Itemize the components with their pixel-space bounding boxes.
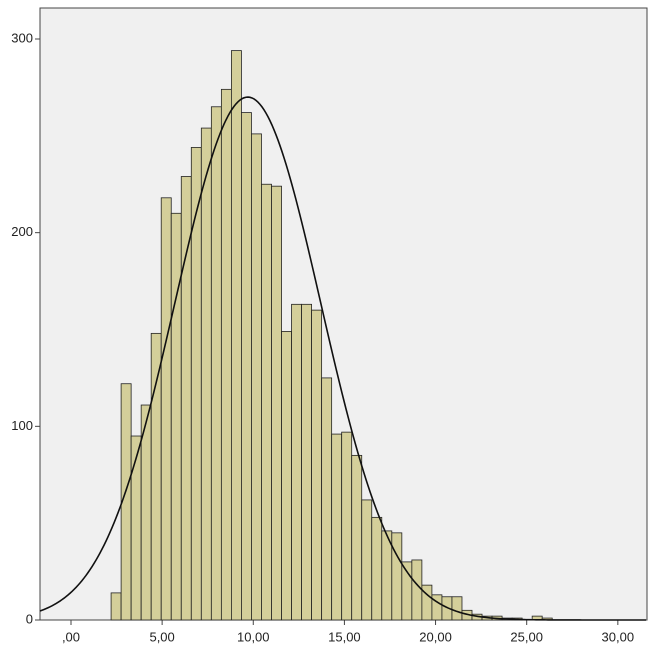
bar [200, 127, 212, 621]
x-tick-label: 25,00 [510, 629, 543, 644]
x-tick-label: 15,00 [328, 629, 361, 644]
bar [110, 592, 122, 621]
bar [251, 133, 262, 621]
bar [411, 559, 423, 621]
bar [351, 454, 363, 621]
bar [371, 516, 383, 621]
bar [230, 50, 242, 621]
bar [361, 499, 373, 621]
bar [451, 596, 463, 621]
bar [281, 331, 292, 621]
x-tick-label: ,00 [62, 629, 80, 644]
x-tick-label: 10,00 [237, 629, 270, 644]
bar [130, 435, 142, 621]
y-tick-label: 300 [11, 30, 33, 45]
bar [160, 197, 172, 621]
bar [220, 88, 232, 621]
bar [331, 433, 343, 621]
bar [241, 112, 252, 621]
x-tick-label: 30,00 [602, 629, 635, 644]
bar [190, 147, 202, 621]
y-tick-label: 100 [11, 418, 33, 433]
bar [261, 183, 272, 621]
bar [321, 377, 333, 621]
bar [170, 212, 182, 621]
bar [210, 106, 222, 621]
y-tick-label: 200 [11, 224, 33, 239]
bar [291, 303, 302, 621]
x-tick-label: 5,00 [149, 629, 174, 644]
bar [180, 176, 192, 621]
normal-curve [39, 96, 646, 621]
bar [301, 303, 313, 621]
bar [150, 332, 162, 621]
bar [391, 532, 403, 621]
bar [271, 185, 282, 621]
bar [311, 309, 323, 621]
y-tick-label: 0 [26, 611, 33, 626]
bar [341, 431, 353, 621]
x-tick-label: 20,00 [419, 629, 452, 644]
